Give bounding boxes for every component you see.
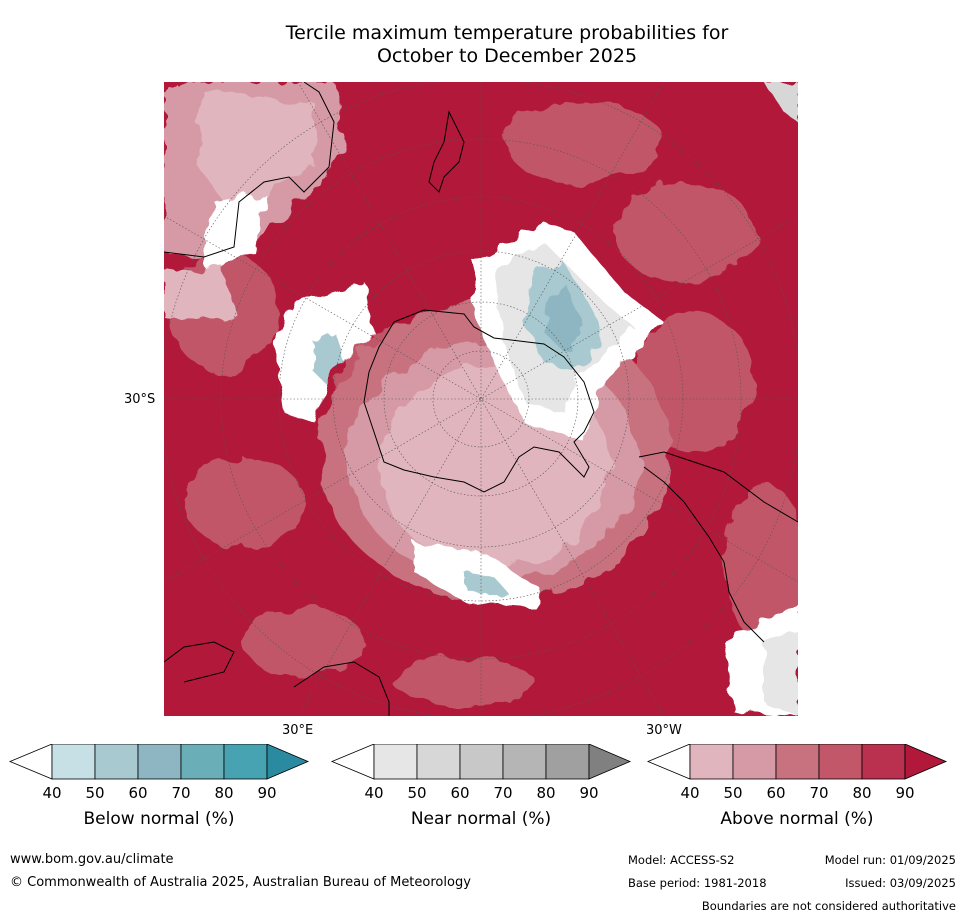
colorbar-near xyxy=(330,744,632,780)
near-swatch-5 xyxy=(545,744,590,780)
near-tick: 80 xyxy=(536,784,556,802)
near-tick: 70 xyxy=(493,784,513,802)
map-canvas xyxy=(164,82,798,716)
near-swatch-6 xyxy=(588,744,632,780)
colorbar-near-title: Near normal (%) xyxy=(410,809,552,829)
lon-label-30w: 30°W xyxy=(646,723,682,738)
near-swatch-0 xyxy=(330,744,375,780)
issued-label: Issued: 03/09/2025 xyxy=(845,876,956,890)
colorbar-above xyxy=(646,744,948,780)
near-tick: 40 xyxy=(364,784,384,802)
near-swatch-3 xyxy=(459,744,504,780)
below-swatch-2 xyxy=(94,744,139,780)
near-tick: 50 xyxy=(407,784,427,802)
map-title: Tercile maximum temperature probabilitie… xyxy=(164,22,850,68)
colorbar-below-title: Below normal (%) xyxy=(83,809,235,829)
above-swatch-4 xyxy=(818,744,863,780)
above-swatch-6 xyxy=(904,744,948,780)
below-swatch-6 xyxy=(266,744,310,780)
near-tick: 90 xyxy=(579,784,599,802)
probability-patches xyxy=(169,102,798,707)
map-title-line2: October to December 2025 xyxy=(376,45,638,67)
above-swatch-3 xyxy=(775,744,820,780)
above-swatch-2 xyxy=(732,744,777,780)
lon-label-30e: 30°E xyxy=(282,723,314,738)
colorbar-below xyxy=(8,744,310,780)
below-tick: 60 xyxy=(128,784,148,802)
above-tick: 80 xyxy=(852,784,872,802)
near-swatch-2 xyxy=(416,744,461,780)
above-tick: 90 xyxy=(895,784,915,802)
below-tick: 90 xyxy=(257,784,277,802)
below-tick: 40 xyxy=(42,784,62,802)
lat-label-30s: 30°S xyxy=(124,392,156,407)
below-tick: 70 xyxy=(171,784,191,802)
below-swatch-5 xyxy=(223,744,268,780)
near-swatch-4 xyxy=(502,744,547,780)
colorbar-above-title: Above normal (%) xyxy=(720,809,874,829)
above-swatch-5 xyxy=(861,744,906,780)
above-tick: 50 xyxy=(723,784,743,802)
near-swatch-1 xyxy=(373,744,418,780)
below-swatch-3 xyxy=(137,744,182,780)
near-tick: 60 xyxy=(450,784,470,802)
map-title-line1: Tercile maximum temperature probabilitie… xyxy=(285,22,729,44)
copyright-text: © Commonwealth of Australia 2025, Austra… xyxy=(10,875,471,890)
website-link[interactable]: www.bom.gov.au/climate xyxy=(10,852,174,867)
probability-map xyxy=(164,82,798,716)
australia-region xyxy=(164,82,344,322)
graticule xyxy=(164,82,798,716)
disclaimer-text: Boundaries are not considered authoritat… xyxy=(701,899,956,913)
model-label: Model: ACCESS-S2 xyxy=(628,853,735,867)
base-period-label: Base period: 1981-2018 xyxy=(628,876,767,890)
below-swatch-1 xyxy=(51,744,96,780)
below-swatch-4 xyxy=(180,744,225,780)
model-run-label: Model run: 01/09/2025 xyxy=(824,853,956,867)
coastlines xyxy=(164,82,798,716)
above-tick: 70 xyxy=(809,784,829,802)
below-tick: 50 xyxy=(85,784,105,802)
above-tick: 60 xyxy=(766,784,786,802)
above-tick: 40 xyxy=(680,784,700,802)
above-swatch-1 xyxy=(689,744,734,780)
above-swatch-0 xyxy=(646,744,691,780)
below-swatch-0 xyxy=(8,744,53,780)
below-tick: 80 xyxy=(214,784,234,802)
